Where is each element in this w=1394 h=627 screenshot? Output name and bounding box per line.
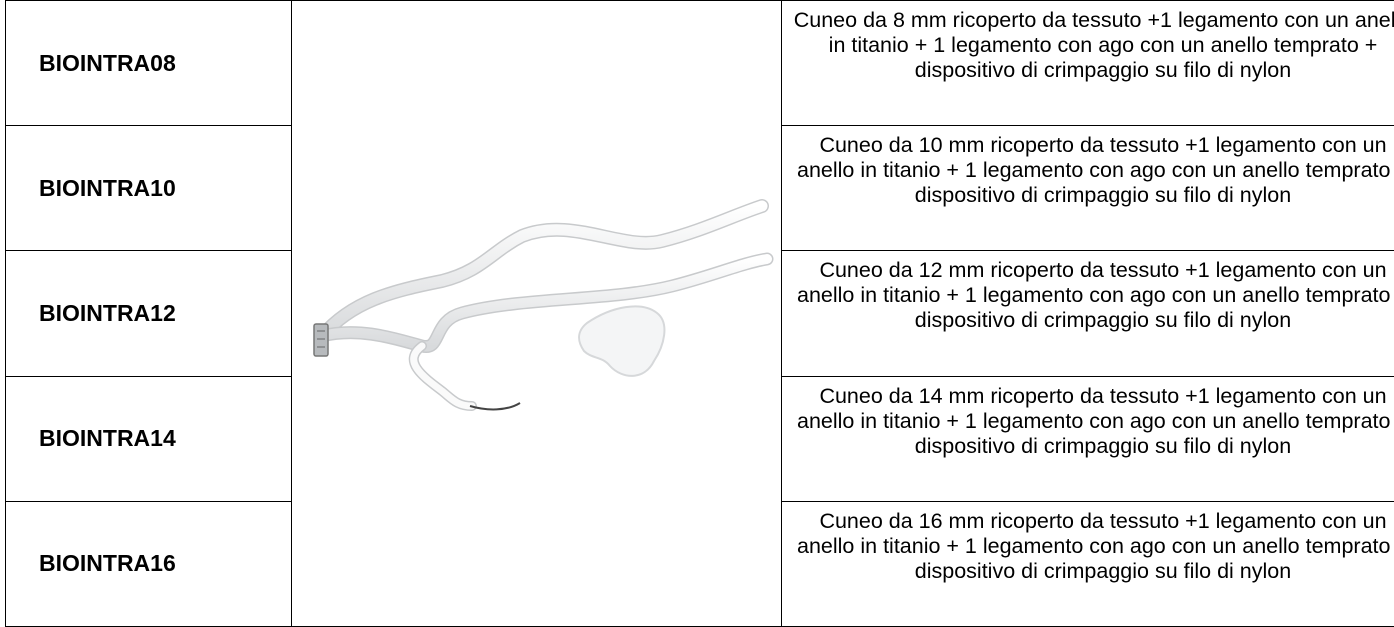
product-code: BIOINTRA12 [6,251,292,376]
product-code: BIOINTRA10 [6,126,292,251]
row: BIOINTRA08 [6,1,1394,126]
product-description: Cuneo da 14 mm ricoperto da tessuto +1 l… [782,376,1394,501]
product-code: BIOINTRA08 [6,1,292,126]
product-image-cell [292,1,782,627]
product-image [292,1,781,621]
product-code: BIOINTRA16 [6,501,292,626]
product-table: BIOINTRA08 [5,0,1394,627]
product-description: Cuneo da 12 mm ricoperto da tessuto +1 l… [782,251,1394,376]
product-description: Cuneo da 10 mm ricoperto da tessuto +1 l… [782,126,1394,251]
product-description: Cuneo da 16 mm ricoperto da tessuto +1 l… [782,501,1394,626]
product-code: BIOINTRA14 [6,376,292,501]
product-description: Cuneo da 8 mm ricoperto da tessuto +1 le… [782,1,1394,126]
